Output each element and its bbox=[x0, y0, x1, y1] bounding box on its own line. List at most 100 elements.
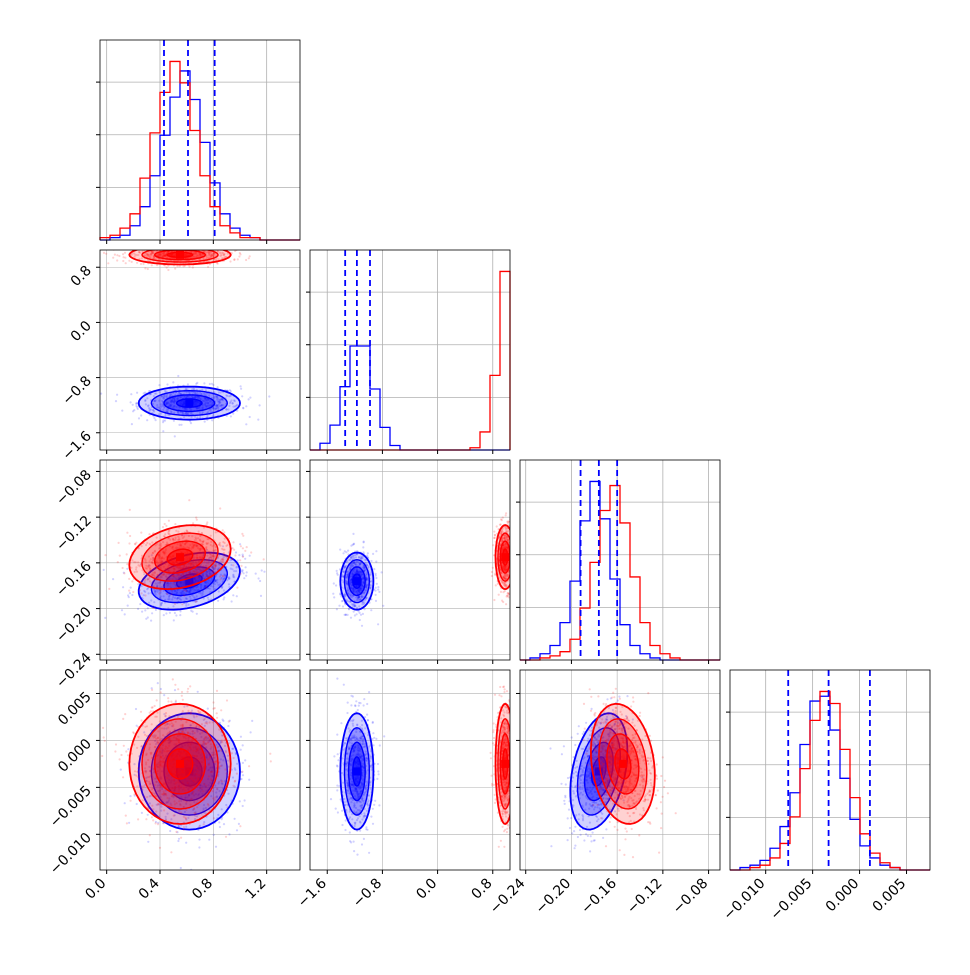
scatter-point bbox=[205, 586, 207, 588]
scatter-point bbox=[243, 572, 245, 574]
scatter-point bbox=[223, 823, 225, 825]
scatter-point bbox=[192, 522, 194, 524]
scatter-point bbox=[126, 568, 128, 570]
scatter-point bbox=[512, 546, 514, 548]
scatter-point bbox=[170, 593, 172, 595]
scatter-point bbox=[175, 614, 177, 616]
scatter-point bbox=[239, 559, 241, 561]
scatter-point bbox=[245, 566, 247, 568]
scatter-point bbox=[219, 826, 221, 828]
scatter-point bbox=[183, 826, 185, 828]
scatter-point bbox=[491, 571, 493, 573]
scatter-point bbox=[234, 554, 236, 556]
scatter-point bbox=[192, 611, 194, 613]
scatter-point bbox=[126, 822, 128, 824]
scatter-point bbox=[177, 245, 179, 247]
scatter-point bbox=[174, 603, 176, 605]
scatter-point bbox=[211, 247, 213, 249]
scatter-point bbox=[148, 533, 150, 535]
scatter-point bbox=[185, 246, 187, 248]
scatter-point bbox=[512, 565, 514, 567]
scatter-point bbox=[514, 556, 516, 558]
scatter-point bbox=[218, 821, 220, 823]
scatter-point bbox=[250, 731, 252, 733]
scatter-point bbox=[375, 573, 377, 575]
scatter-point bbox=[231, 600, 233, 602]
scatter-point bbox=[165, 247, 167, 249]
scatter-point bbox=[219, 575, 221, 577]
scatter-point bbox=[115, 400, 117, 402]
scatter-point bbox=[514, 550, 516, 552]
scatter-point bbox=[232, 413, 234, 415]
scatter-point bbox=[208, 246, 210, 248]
scatter-point bbox=[122, 253, 124, 255]
scatter-point bbox=[144, 267, 146, 269]
scatter-point bbox=[176, 265, 178, 267]
scatter-point bbox=[218, 246, 220, 248]
scatter-point bbox=[176, 248, 178, 250]
scatter-point bbox=[219, 245, 221, 247]
scatter-point bbox=[128, 578, 130, 580]
scatter-point bbox=[255, 573, 257, 575]
scatter-point bbox=[516, 534, 518, 536]
scatter-point bbox=[251, 720, 253, 722]
scatter-point bbox=[342, 605, 344, 607]
scatter-point bbox=[112, 578, 114, 580]
scatter-point bbox=[166, 383, 168, 385]
scatter-point bbox=[166, 593, 168, 595]
scatter-point bbox=[338, 605, 340, 607]
scatter-point bbox=[245, 405, 247, 407]
scatter-point bbox=[516, 560, 518, 562]
scatter-point bbox=[193, 586, 195, 588]
scatter-point bbox=[333, 582, 335, 584]
scatter-point bbox=[126, 247, 128, 249]
scatter-point bbox=[177, 840, 179, 842]
scatter-point bbox=[226, 699, 228, 701]
scatter-point bbox=[348, 608, 350, 610]
scatter-point bbox=[512, 543, 514, 545]
scatter-point bbox=[359, 619, 361, 621]
scatter-point bbox=[193, 245, 195, 247]
scatter-point bbox=[514, 545, 516, 547]
scatter-point bbox=[240, 749, 242, 751]
scatter-point bbox=[212, 384, 214, 386]
scatter-point bbox=[144, 244, 146, 246]
scatter-point bbox=[232, 594, 234, 596]
scatter-point bbox=[140, 711, 142, 713]
scatter-point bbox=[122, 260, 124, 262]
scatter-point bbox=[364, 608, 366, 610]
scatter-point bbox=[492, 567, 494, 569]
scatter-point bbox=[167, 269, 169, 271]
scatter-point bbox=[131, 594, 133, 596]
scatter-point bbox=[151, 816, 153, 818]
scatter-point bbox=[511, 544, 513, 546]
scatter-point bbox=[128, 248, 130, 250]
scatter-point bbox=[168, 520, 170, 522]
scatter-point bbox=[240, 736, 242, 738]
scatter-point bbox=[494, 537, 496, 539]
scatter-point bbox=[333, 596, 335, 598]
scatter-point bbox=[341, 600, 343, 602]
scatter-point bbox=[183, 595, 185, 597]
scatter-point bbox=[185, 246, 187, 248]
scatter-point bbox=[178, 424, 180, 426]
scatter-point bbox=[512, 535, 514, 537]
scatter-point bbox=[367, 552, 369, 554]
scatter-point bbox=[513, 546, 515, 548]
scatter-point bbox=[512, 548, 514, 550]
scatter-point bbox=[229, 389, 231, 391]
scatter-point bbox=[517, 548, 519, 550]
scatter-point bbox=[138, 417, 140, 419]
scatter-point bbox=[370, 560, 372, 562]
scatter-point bbox=[513, 557, 515, 559]
scatter-point bbox=[510, 536, 512, 538]
scatter-point bbox=[375, 577, 377, 579]
scatter-point bbox=[382, 605, 384, 607]
scatter-point bbox=[228, 833, 230, 835]
scatter-point bbox=[361, 625, 363, 627]
diag-panel-3 bbox=[516, 460, 720, 660]
scatter-point bbox=[492, 544, 494, 546]
scatter-point bbox=[144, 594, 146, 596]
